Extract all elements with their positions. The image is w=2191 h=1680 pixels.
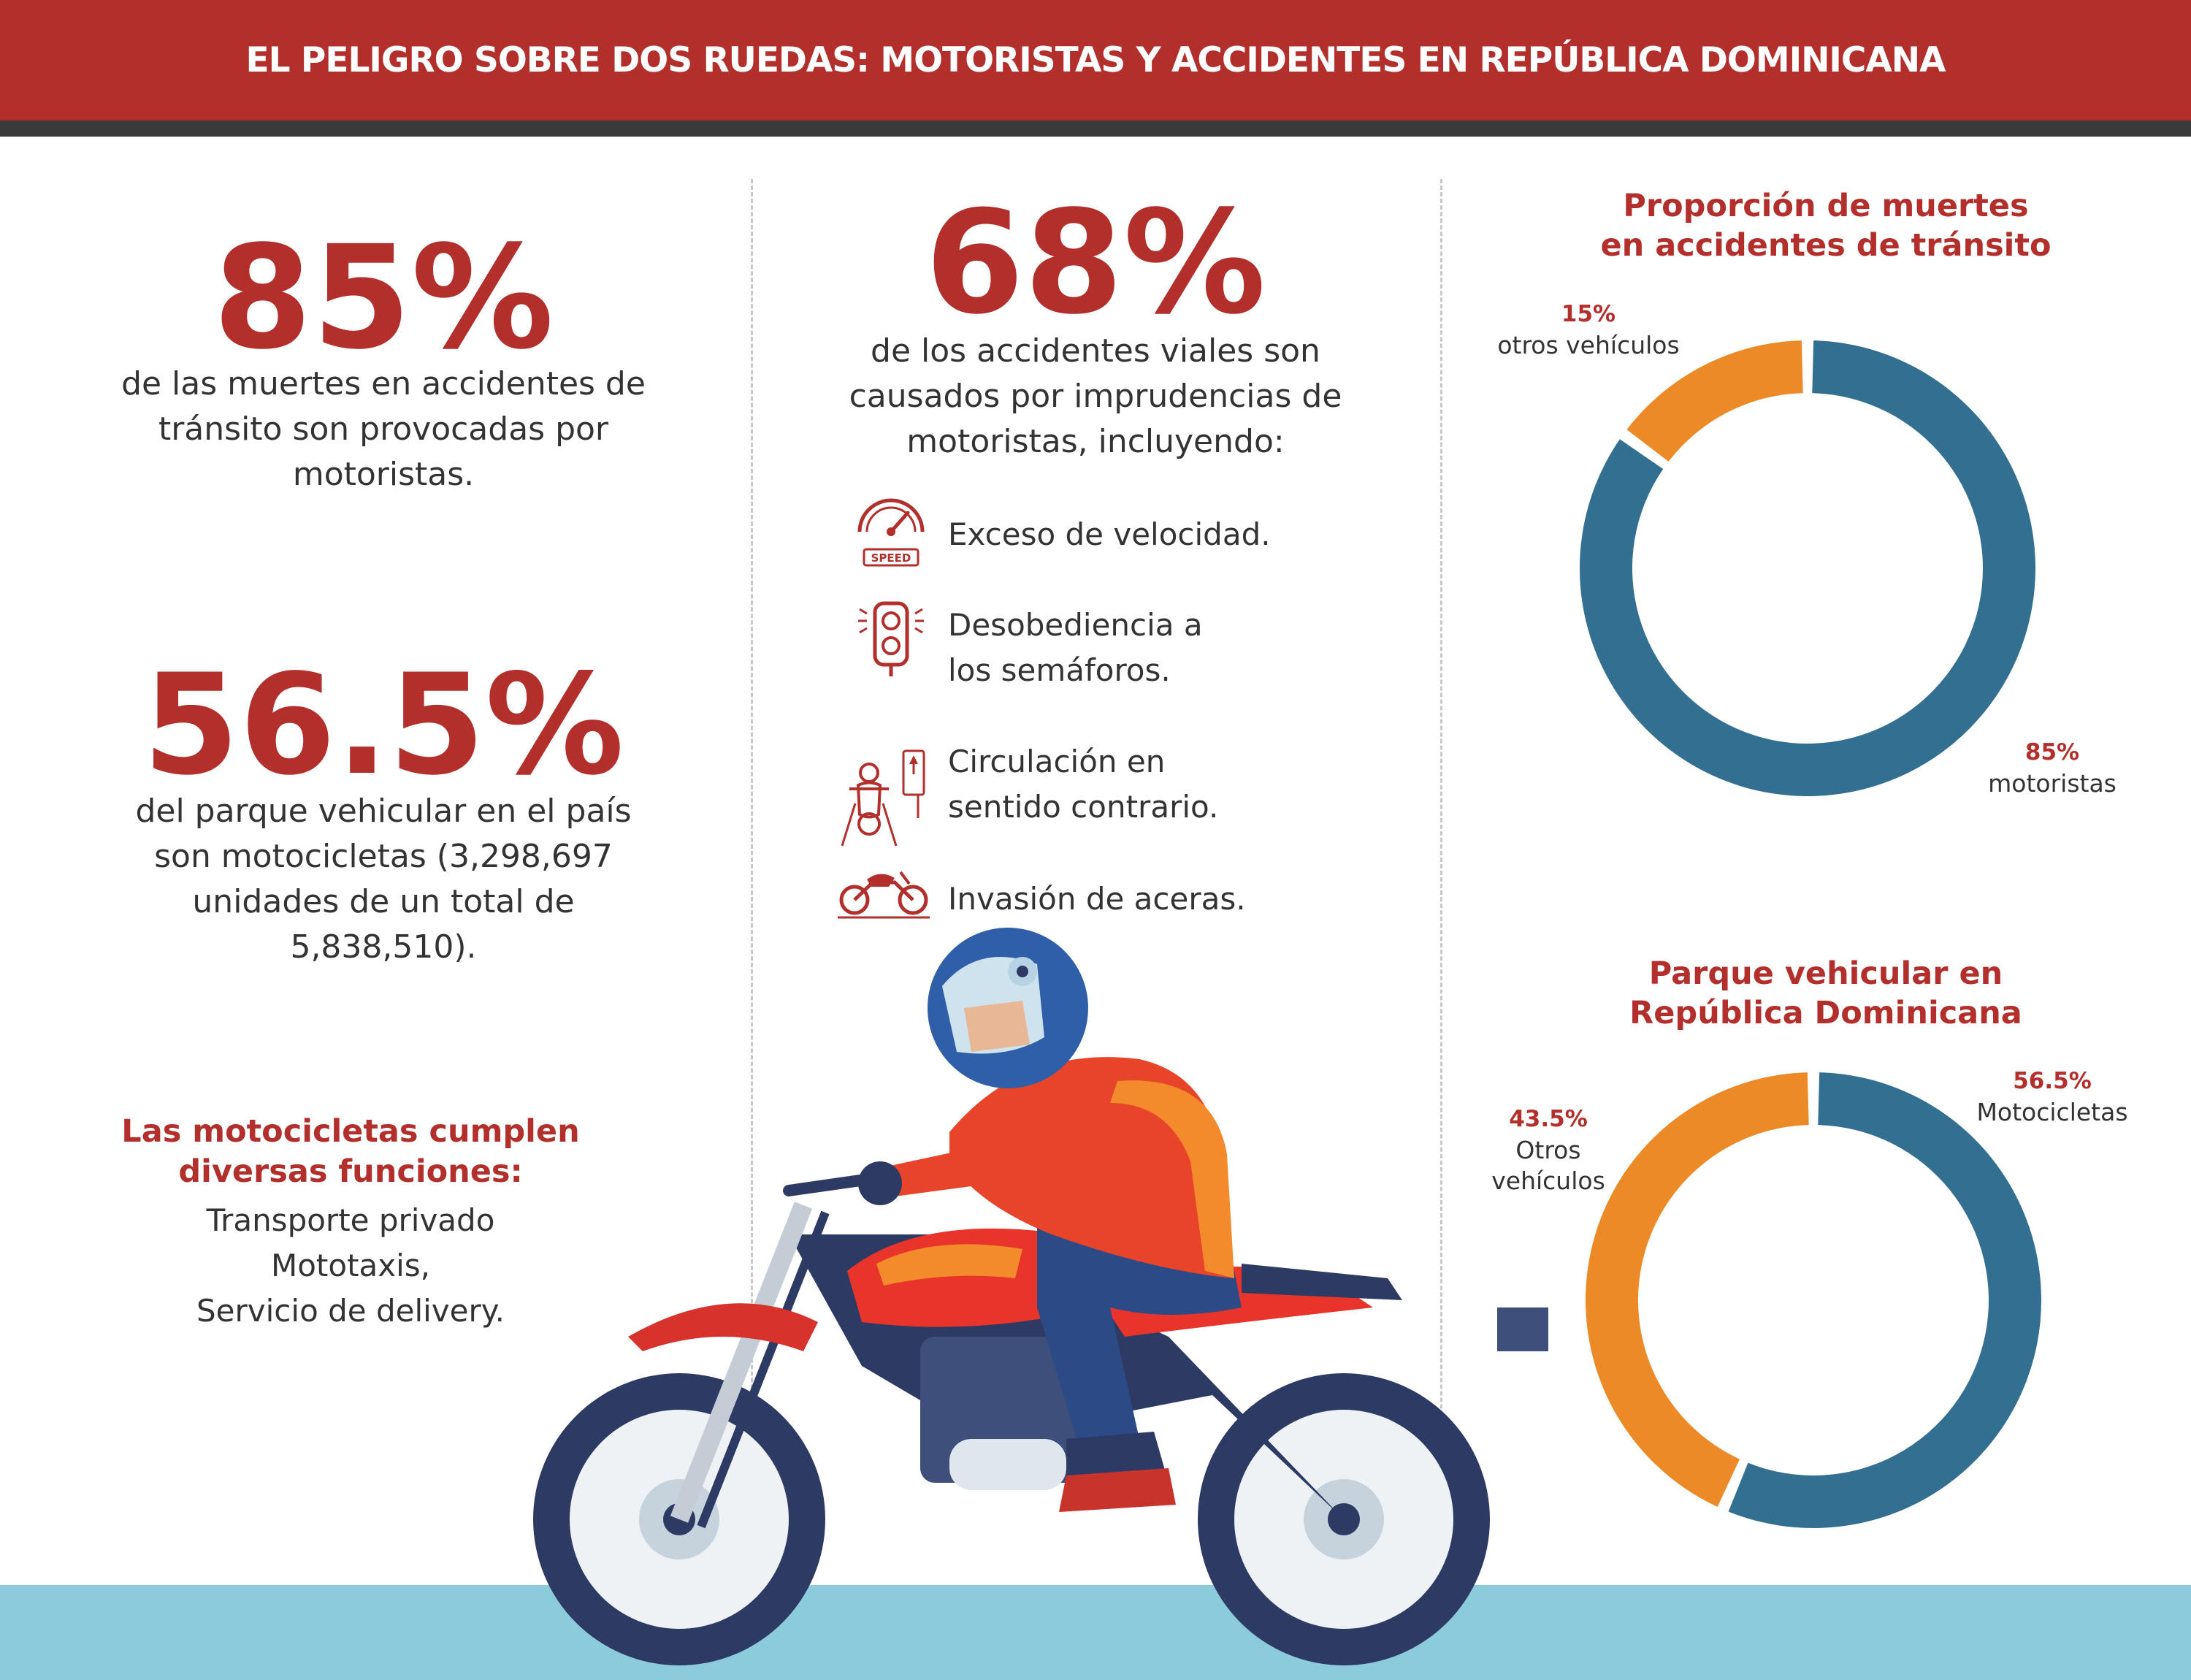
stat-accidents-value: 68% — [925, 180, 1266, 345]
cause-speeding: Exceso de velocidad. — [948, 512, 1271, 557]
donut-chart-fleet — [1586, 1072, 2041, 1528]
legend-label-line: vehículos — [1491, 1167, 1605, 1195]
legend-label: motoristas — [1988, 769, 2117, 798]
donut-slice-otros-vehículos — [1626, 340, 1803, 462]
donut-slice-motocicletas — [1728, 1072, 2041, 1528]
data-label-percent: 15% — [1561, 301, 1616, 327]
stat-fleet-description: del parque vehicular en el país son moto… — [73, 789, 694, 970]
data-label-percent: 85% — [2024, 739, 2080, 765]
donut-chart-deaths — [1580, 340, 2035, 796]
donut-slice-otros-vehículos — [1586, 1072, 1809, 1507]
cause-traffic-lights: Desobediencia a los semáforos. — [948, 603, 1203, 693]
speedometer-icon: SPEED — [851, 489, 931, 570]
chart-deaths-title: Proporción de muertes en accidentes de t… — [1461, 186, 2191, 265]
legend-label: otros vehículos — [1497, 331, 1680, 359]
stat-deaths-line: tránsito son provocadas por — [158, 411, 609, 448]
stat-accidents-description: de los accidentes viales son causados po… — [774, 329, 1417, 465]
stat-fleet-line: 5,838,510). — [290, 928, 477, 966]
cause-line: Invasión de aceras. — [948, 881, 1246, 917]
traffic-light-icon — [851, 599, 931, 679]
list-item: Transporte privado — [206, 1202, 495, 1238]
chart-fleet-title: Parque vehicular en República Dominicana — [1461, 954, 2191, 1033]
speed-icon-text: SPEED — [871, 551, 911, 565]
cause-line: Desobediencia a — [948, 607, 1203, 643]
header-underline — [0, 121, 2191, 137]
wrong-way-icon — [836, 745, 931, 847]
chart-title-line: Parque vehicular en — [1648, 955, 2003, 992]
chart-title-line: en accidentes de tránsito — [1600, 227, 2052, 264]
stat-accidents-line: causados por imprudencias de — [849, 378, 1342, 415]
motorcyclist-illustration — [533, 928, 1548, 1665]
stat-accidents-line: motoristas, incluyendo: — [906, 423, 1285, 460]
data-label-percent: 43.5% — [1509, 1106, 1588, 1132]
column-divider-right — [1440, 179, 1442, 1567]
legend-label-line: Otros — [1515, 1136, 1581, 1164]
stat-deaths-line: de las muertes en accidentes de — [121, 365, 646, 402]
functions-list: Transporte privado Mototaxis, Servicio d… — [44, 1198, 657, 1334]
stat-accidents-line: de los accidentes viales son — [871, 332, 1320, 370]
stat-fleet-line: son motocicletas (3,298,697 — [154, 838, 613, 875]
cause-line: Exceso de velocidad. — [948, 516, 1271, 552]
stat-deaths-line: motoristas. — [292, 456, 475, 493]
cause-sidewalks: Invasión de aceras. — [948, 877, 1246, 922]
list-item: Mototaxis, — [270, 1248, 431, 1283]
functions-title-line: Las motocicletas cumplen — [121, 1113, 580, 1150]
motorcycle-icon — [836, 862, 931, 920]
cause-line: los semáforos. — [948, 652, 1171, 688]
cause-line: Circulación en — [948, 744, 1166, 779]
functions-title-line: diversas funciones: — [178, 1153, 523, 1190]
stat-deaths-value: 85% — [213, 215, 554, 381]
chart-title-line: República Dominicana — [1629, 995, 2022, 1031]
list-item: Servicio de delivery. — [196, 1293, 505, 1329]
data-label-percent: 56.5% — [2013, 1068, 2092, 1094]
column-divider-left — [751, 179, 753, 1567]
stat-fleet-line: del parque vehicular en el país — [135, 793, 632, 830]
chart-title-line: Proporción de muertes — [1623, 188, 2029, 224]
functions-title: Las motocicletas cumplen diversas funcio… — [29, 1112, 672, 1192]
header-banner: EL PELIGRO SOBRE DOS RUEDAS: MOTORISTAS … — [0, 0, 2191, 121]
legend-label: Motocicletas — [1976, 1098, 2128, 1126]
stat-fleet-value: 56.5% — [142, 644, 624, 806]
legend-label: Otros vehículos — [1468, 1135, 1629, 1196]
cause-line: sentido contrario. — [948, 789, 1219, 825]
page-title: EL PELIGRO SOBRE DOS RUEDAS: MOTORISTAS … — [245, 40, 1946, 80]
cause-wrong-way: Circulación en sentido contrario. — [948, 739, 1218, 830]
stat-deaths-description: de las muertes en accidentes de tránsito… — [73, 362, 694, 497]
stat-fleet-line: unidades de un total de — [192, 883, 575, 920]
ground-strip — [0, 1585, 2191, 1680]
